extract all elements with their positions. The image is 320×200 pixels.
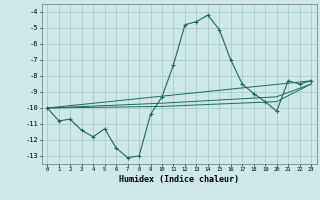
X-axis label: Humidex (Indice chaleur): Humidex (Indice chaleur) [119, 175, 239, 184]
